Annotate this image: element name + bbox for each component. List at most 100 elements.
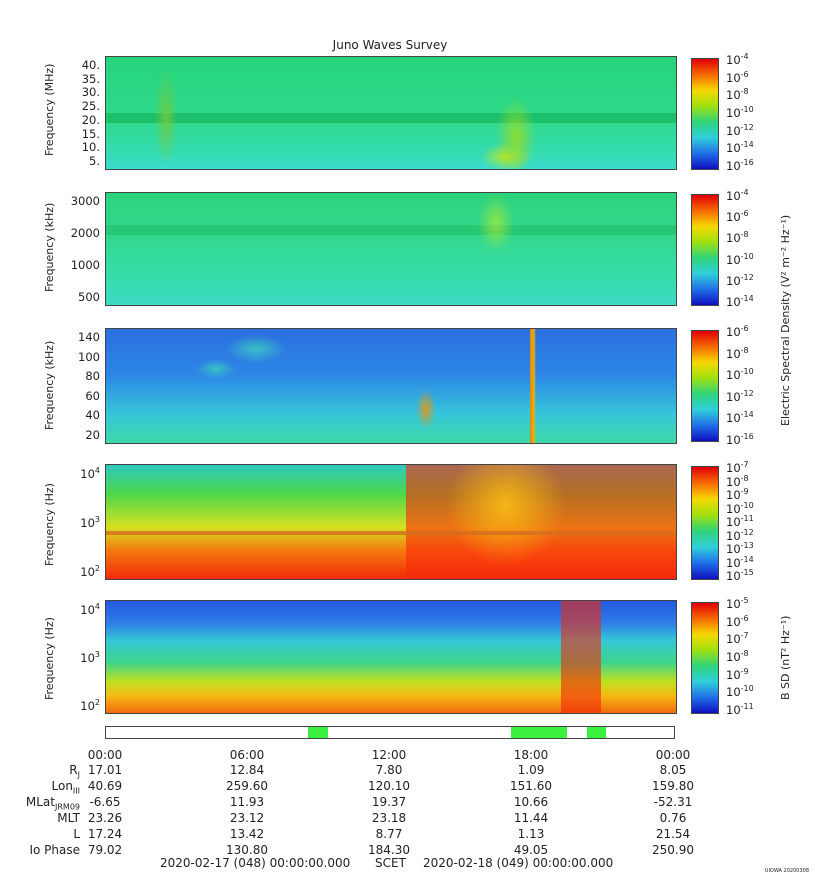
colorbar-tick-label: 10-14 [726,140,754,156]
y-tick-label: 500 [78,290,100,304]
colorbar-tick-label: 10-14 [726,554,754,570]
ephemeris-value: -6.65 [89,795,121,809]
ephemeris-value: 7.80 [375,763,403,777]
ephemeris-value: 13.42 [229,827,265,841]
y-tick-label: 10. [81,140,100,155]
ephemeris-value: 79.02 [87,843,123,857]
y-tick-label: 2000 [70,226,100,240]
ephemeris-value: 130.80 [226,843,268,857]
colorbar-tick-label: 10-8 [726,649,749,664]
colorbar-tick-label: 10-12 [726,388,754,404]
time-tick-label: 00:00 [655,748,691,762]
ephemeris-value: 0.76 [659,811,687,825]
ephemeris-label: LonIII [51,779,81,796]
y-axis-label-3: Frequency (kHz) [43,340,56,430]
colorbar-tick-label: 10-15 [726,568,754,583]
colorbar-title-magnetic: B SD (nT² Hz⁻¹) [779,615,792,700]
y-tick-label: 103 [80,650,100,665]
y-tick-label: 5. [89,154,100,168]
colorbar-tick-label: 10-11 [726,702,754,717]
colorbar-4 [691,466,719,580]
ephemeris-value: 11.93 [229,795,265,809]
ephemeris-value: 40.69 [87,779,123,793]
y-tick-label: 35. [81,71,100,86]
y-tick-label: 104 [80,602,100,617]
ephemeris-value: 11.44 [513,811,549,825]
y-tick-label: 102 [80,564,100,579]
y-tick-label: 3000 [70,194,100,208]
colorbar-tick-label: 10-13 [726,541,754,556]
ephemeris-value: 19.37 [371,795,407,809]
spectrogram-panel-3 [105,328,677,444]
colorbar-tick-label: 10-4 [726,188,749,203]
colorbar-3 [691,330,719,442]
ephemeris-value: 23.12 [229,811,265,825]
ephemeris-label: MLT [57,811,80,825]
y-tick-label: 140 [78,330,100,344]
colorbar-tick-label: 10-7 [726,460,749,475]
time-tick-label: 12:00 [371,748,407,762]
y-tick-label: 100 [78,349,100,364]
ephemeris-value: 49.05 [513,843,549,857]
y-axis-label-4: Frequency (Hz) [43,483,56,566]
ephemeris-value: 23.26 [87,811,123,825]
ephemeris-value: 8.05 [659,763,687,777]
y-tick-label: 80 [85,369,100,384]
spectrogram-panel-1 [105,56,677,170]
y-tick-label: 102 [80,698,100,713]
colorbar-tick-label: 10-14 [726,410,754,426]
colorbar-1 [691,58,719,170]
ephemeris-value: 17.24 [87,827,123,841]
ephemeris-value: 151.60 [510,779,552,793]
ephemeris-label: MLatJRM09 [25,795,80,812]
colorbar-tick-label: 10-12 [726,527,754,543]
colorbar-tick-label: 10-9 [726,666,749,682]
footer-mid: SCET [375,856,406,870]
ephemeris-value: 1.13 [517,827,545,841]
colorbar-5 [691,602,719,714]
footer-start: 2020-02-17 (048) 00:00:00.000 [160,856,351,870]
y-axis-label-2: Frequency (kHz) [43,202,56,292]
y-tick-label: 40. [81,58,100,72]
footer-end: 2020-02-18 (049) 00:00:00.000 [423,856,614,870]
ephemeris-value: -52.31 [653,795,693,809]
ephemeris-value: 1.09 [517,763,545,777]
ephemeris-value: 17.01 [87,763,123,777]
y-tick-label: 20. [81,112,100,127]
colorbar-tick-label: 10-8 [726,345,749,361]
chart-title: Juno Waves Survey [332,38,448,52]
ephemeris-value: 184.30 [368,843,410,857]
time-tick-label: 06:00 [229,748,265,762]
y-axis-label-5: Frequency (Hz) [43,617,56,700]
time-tick-label: 18:00 [513,748,549,762]
colorbar-tick-label: 10-10 [726,105,754,120]
colorbar-tick-label: 10-6 [726,69,749,85]
spectrogram-panel-4 [105,464,677,580]
ephemeris-label: RJ [69,763,80,780]
ephemeris-value: 10.66 [513,795,549,809]
ephemeris-value: 21.54 [655,827,691,841]
colorbar-title-electric: Electric Spectral Density (V² m⁻² Hz⁻¹) [779,214,792,426]
colorbar-tick-label: 10-8 [726,230,749,246]
colorbar-tick-label: 10-9 [726,487,749,502]
colorbar-tick-label: 10-4 [726,52,749,67]
ephemeris-value: 250.90 [652,843,694,857]
y-tick-label: 103 [80,515,100,530]
y-tick-label: 25. [81,99,100,114]
colorbar-tick-label: 10-8 [726,473,749,489]
colorbar-tick-label: 10-11 [726,514,754,529]
y-tick-label: 1000 [70,258,100,272]
credit: UIOWA 20200308 [764,868,809,874]
colorbar-tick-label: 10-8 [726,87,749,103]
colorbar-tick-label: 10-6 [726,613,749,629]
colorbar-tick-label: 10-6 [726,209,749,225]
y-tick-label: 40 [85,408,100,423]
colorbar-tick-label: 10-10 [726,367,754,383]
colorbar-tick-label: 10-14 [726,294,754,309]
y-tick-label: 30. [81,85,100,100]
ephemeris-label: L [73,827,80,841]
colorbar-tick-label: 10-10 [726,251,754,267]
colorbar-tick-label: 10-12 [726,272,754,288]
y-axis-label-1: Frequency (MHz) [43,63,56,156]
y-tick-label: 15. [81,126,100,141]
